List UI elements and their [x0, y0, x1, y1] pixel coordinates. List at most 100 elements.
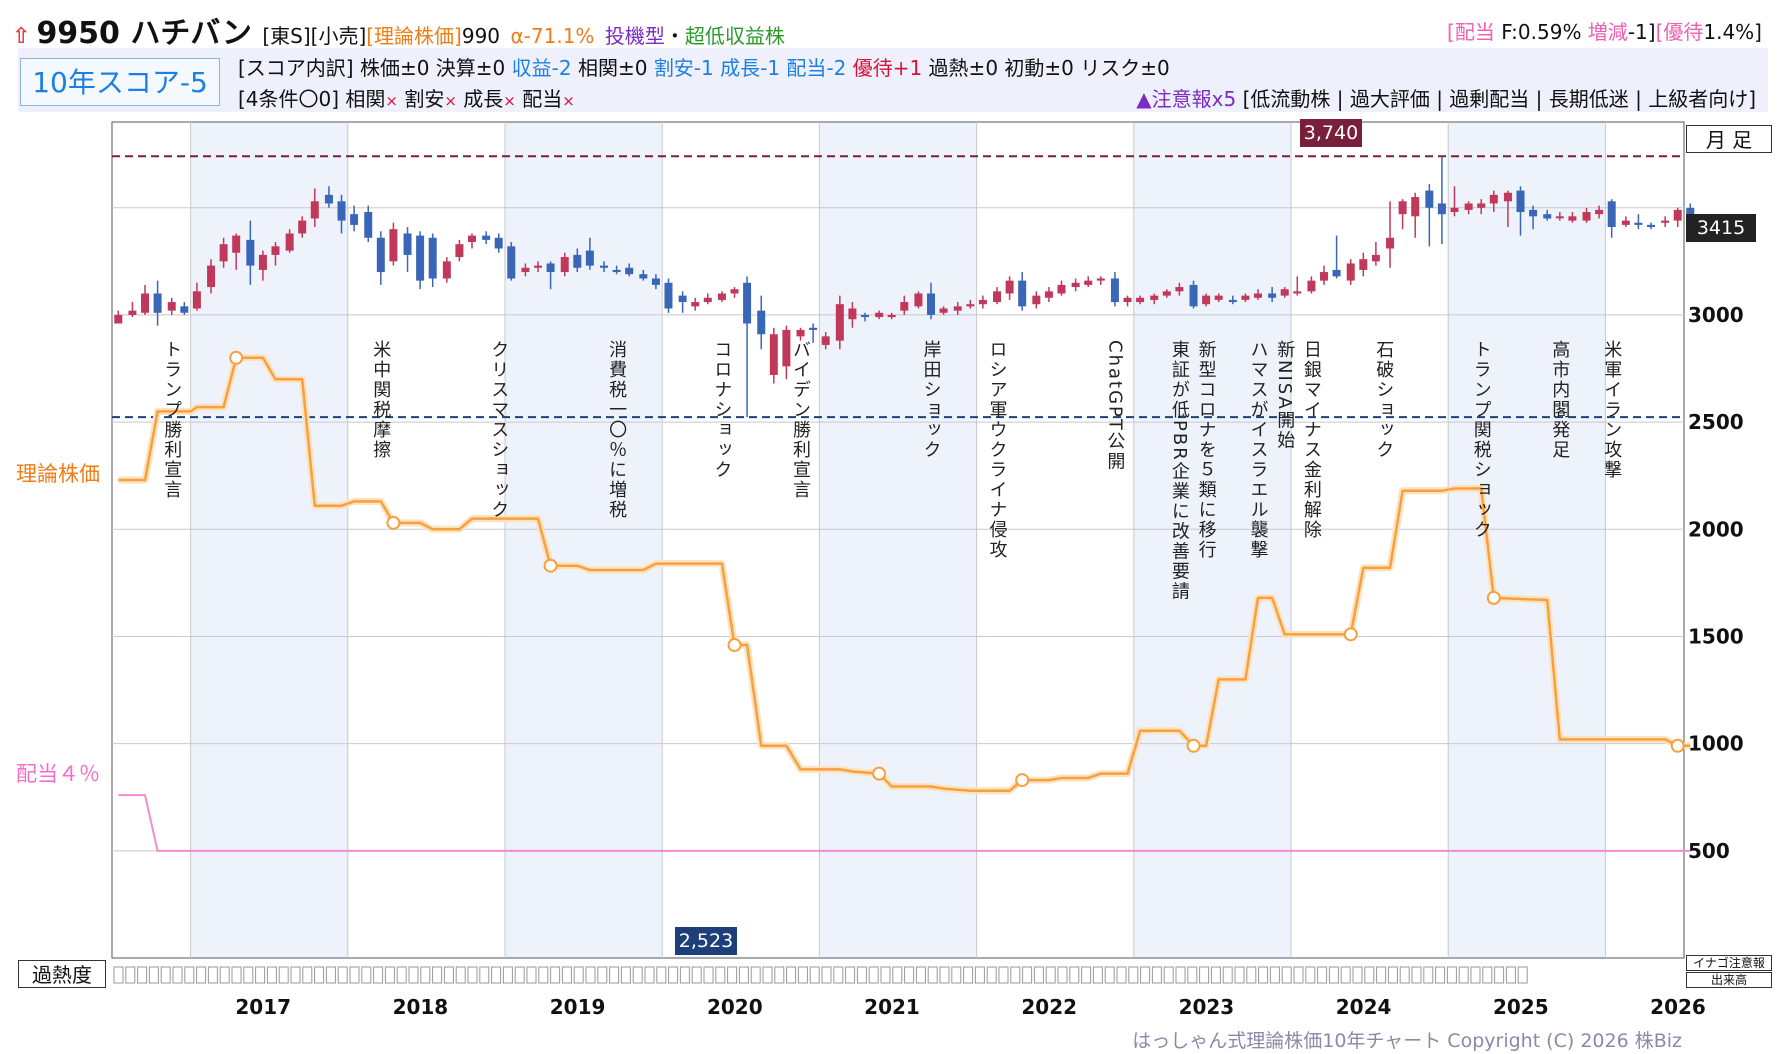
- home-arrow-icon[interactable]: ⇧: [12, 24, 31, 49]
- candle-body: [1032, 295, 1041, 305]
- overheat-cell: [656, 966, 667, 984]
- overheat-cell: [1258, 966, 1269, 984]
- theory-axis-label: 理論株価: [16, 462, 100, 486]
- type-sep: ・: [664, 24, 685, 48]
- year-label: 2025: [1493, 995, 1549, 1019]
- candle-body: [835, 304, 844, 341]
- overheat-cell: [538, 966, 549, 984]
- overheat-cell: [302, 966, 313, 984]
- overheat-cell: [762, 966, 773, 984]
- candle-body: [1018, 280, 1027, 307]
- candle-body: [128, 310, 137, 315]
- overheat-cell: [561, 966, 572, 984]
- overheat-cell: [1411, 966, 1422, 984]
- overheat-cell: [1246, 966, 1257, 984]
- event-label: 米中関税摩擦: [370, 340, 391, 460]
- period-toggle[interactable]: 月 足: [1686, 125, 1772, 153]
- overheat-cell: [974, 966, 985, 984]
- overheat-cell: [1494, 966, 1505, 984]
- score-suffix: 過熱±0 初動±0 リスク±0: [922, 56, 1170, 80]
- theory-label: [理論株価]: [366, 24, 462, 48]
- overheat-cell: [148, 966, 159, 984]
- overheat-cell: [1352, 966, 1363, 984]
- overheat-cell: [797, 966, 808, 984]
- candle-body: [1464, 203, 1473, 210]
- overheat-cell: [998, 966, 1009, 984]
- overheat-cell: [1222, 966, 1233, 984]
- candle-body: [1136, 297, 1145, 303]
- overheat-cell: [1505, 966, 1516, 984]
- overheat-cell: [502, 966, 513, 984]
- overheat-cell: [266, 966, 277, 984]
- overheat-cell: [1069, 966, 1080, 984]
- candle-body: [966, 304, 975, 307]
- overheat-cell: [1199, 966, 1210, 984]
- change-label: 増減: [1581, 20, 1628, 44]
- event-label: 岸田ショック: [921, 340, 942, 460]
- overheat-cell: [1234, 966, 1245, 984]
- score-box[interactable]: 10年スコア-5: [20, 58, 220, 106]
- notice-warning[interactable]: ▲注意報x5: [1136, 87, 1237, 111]
- score-band: [18, 48, 1768, 112]
- candle-body: [939, 308, 948, 313]
- overheat-cell: [1187, 966, 1198, 984]
- candle-body: [1425, 190, 1434, 208]
- price-tick-label: 1000: [1688, 732, 1744, 756]
- overheat-cell: [1175, 966, 1186, 984]
- candle-body: [285, 233, 294, 251]
- candle-body: [1241, 295, 1250, 300]
- candle-body: [1503, 192, 1512, 202]
- year-label: 2026: [1650, 995, 1706, 1019]
- candle-body: [1123, 297, 1132, 303]
- type-tag-1: 投機型: [604, 24, 665, 48]
- candle-body: [364, 212, 373, 238]
- candle-body: [1386, 237, 1395, 249]
- candle-body: [639, 274, 648, 279]
- candle-body: [625, 267, 634, 275]
- candle-body: [651, 278, 660, 285]
- year-label: 2024: [1336, 995, 1392, 1019]
- candle-body: [1057, 284, 1066, 294]
- overheat-cell: [207, 966, 218, 984]
- theory-marker: [1343, 627, 1358, 642]
- event-label: 消費税一〇％に増税: [606, 340, 627, 520]
- overheat-cell: [809, 966, 820, 984]
- candle-body: [743, 282, 752, 324]
- theory-marker: [543, 558, 558, 573]
- candle-body: [455, 244, 464, 258]
- overheat-cell: [904, 966, 915, 984]
- candle-body: [887, 314, 896, 318]
- candle-body: [1071, 282, 1080, 288]
- overheat-cell: [1281, 966, 1292, 984]
- overheat-cell: [349, 966, 360, 984]
- overheat-cell: [597, 966, 608, 984]
- candle-body: [821, 336, 830, 345]
- event-label: 東証が低PBR企業に改善要請: [1169, 340, 1190, 602]
- theory-marker: [727, 638, 742, 653]
- overheat-cell: [1151, 966, 1162, 984]
- event-label: 日銀マイナス金利解除: [1301, 340, 1322, 540]
- overheat-cell: [856, 966, 867, 984]
- last-price-label: 3415: [1686, 214, 1756, 242]
- year-label: 2021: [864, 995, 920, 1019]
- score-valuation: 割安-1 成長-1 配当-2: [653, 56, 847, 80]
- overheat-cell: [585, 966, 596, 984]
- overheat-cell: [1092, 966, 1103, 984]
- header-right-stats: [配当 F:0.59% 増減-1][優待1.4%]: [1447, 16, 1762, 45]
- score-breakdown: [スコア内訳] 株価±0 決算±0 収益-2 相関±0 割安-1 成長-1 配当…: [238, 52, 1170, 81]
- yutai-label: [優待: [1655, 20, 1704, 44]
- overheat-cell: [290, 966, 301, 984]
- overheat-cell: [1399, 966, 1410, 984]
- candle-body: [1607, 201, 1616, 228]
- score-yutai: 優待+1: [852, 56, 923, 80]
- overheat-cell: [1470, 966, 1481, 984]
- overheat-cell: [1022, 966, 1033, 984]
- inago-alert-box[interactable]: イナゴ注意報: [1686, 955, 1772, 971]
- overheat-cell: [786, 966, 797, 984]
- volume-box[interactable]: 出来高: [1686, 972, 1772, 988]
- candle-body: [1096, 278, 1105, 281]
- cond-b: 成長: [456, 87, 504, 111]
- candle-body: [416, 235, 425, 281]
- candle-body: [153, 293, 162, 313]
